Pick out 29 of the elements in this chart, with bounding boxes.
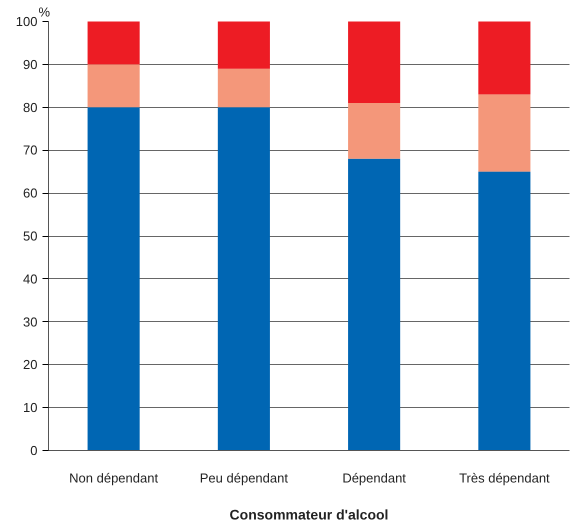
x-tick-label: Non dépendant: [69, 470, 158, 486]
bar: [348, 158, 400, 450]
bar: [88, 22, 140, 64]
y-tick-label: 40: [23, 271, 38, 286]
y-tick-label: 70: [23, 142, 38, 158]
y-tick-label: 60: [23, 186, 38, 201]
y-tick-label: 10: [23, 400, 38, 416]
x-tick-label: Peu dépendant: [200, 470, 288, 486]
y-tick-label: 0: [30, 443, 38, 458]
bar: [478, 94, 530, 172]
bar: [218, 107, 270, 450]
bar: [88, 107, 140, 450]
y-tick-label: 100: [16, 14, 38, 29]
bar: [218, 22, 270, 69]
y-tick-label: 80: [23, 100, 38, 115]
x-axis-title: Consommateur d'alcool: [230, 506, 388, 522]
y-tick-label: 90: [23, 56, 38, 72]
y-tick-label: 20: [23, 357, 38, 372]
bar: [348, 103, 400, 159]
bar: [218, 68, 270, 108]
bar: [478, 22, 530, 94]
y-tick-label: 50: [23, 228, 38, 244]
x-tick-label: Dépendant: [342, 470, 406, 486]
x-tick-label: Très dépendant: [459, 470, 550, 486]
y-tick-label: 30: [23, 314, 38, 330]
bar: [348, 22, 400, 104]
bar: [88, 64, 140, 108]
y-axis-title: %: [38, 4, 50, 20]
bar: [478, 172, 530, 450]
